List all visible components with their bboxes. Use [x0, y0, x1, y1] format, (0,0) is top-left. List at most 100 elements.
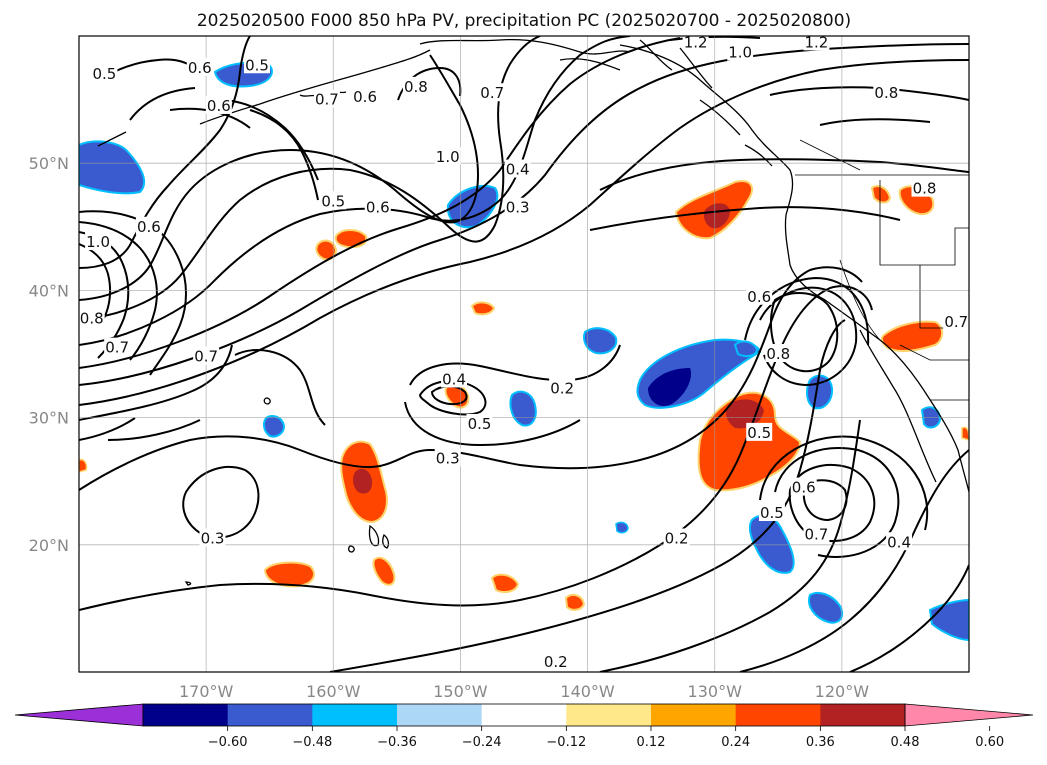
shading-negative-patch	[808, 591, 844, 624]
shading-positive-dark	[353, 468, 373, 494]
contour-label-bg	[758, 503, 785, 521]
colorbar-swatch	[143, 704, 229, 726]
contour-label: 0.6	[792, 479, 816, 497]
contour-label: 0.8	[913, 180, 937, 198]
lat-tick-label: 50°N	[29, 154, 69, 173]
shading-negative-patch	[79, 140, 146, 195]
contour-label-bg	[244, 55, 270, 74]
contour-label-bg	[434, 146, 461, 165]
shading-positive-patch	[372, 556, 396, 586]
colorbar-swatch	[651, 704, 737, 726]
colorbar-swatch	[820, 704, 906, 726]
colorbar-tick-label: 0.48	[891, 735, 920, 750]
contour-label: 0.7	[105, 339, 129, 357]
shading-positive-patch	[870, 185, 892, 204]
colorbar-tick-label: 0.24	[721, 735, 750, 750]
contour-label-bg	[434, 448, 461, 467]
contour-label-bg	[746, 422, 773, 441]
contour-label: 0.8	[766, 345, 790, 363]
contour-label: 0.3	[506, 199, 530, 217]
colorbar-swatch	[566, 704, 652, 726]
contour-label: 0.5	[321, 192, 345, 210]
contour-label: 0.2	[550, 379, 574, 397]
lon-tick-label: 160°W	[306, 682, 361, 701]
colorbar-swatch	[312, 704, 398, 726]
contour-label: 0.3	[436, 449, 460, 467]
shading-positive-dark	[726, 399, 764, 429]
contour-label-bg	[504, 159, 531, 178]
contour-label-bg	[199, 528, 226, 547]
contour-label-bg	[790, 477, 817, 496]
colorbar-swatch	[227, 704, 313, 726]
contour-label-bg	[886, 532, 913, 551]
latitude-tick-labels: 20°N 30°N 40°N 50°N	[29, 154, 69, 555]
colorbar-tick-label: −0.48	[292, 735, 332, 750]
contour-label-bg	[193, 346, 220, 365]
shading-negative-patch	[615, 521, 629, 534]
contour-label-bg	[682, 36, 709, 51]
contour-label: 1.2	[804, 33, 828, 51]
contour-label: 0.7	[944, 313, 968, 331]
contour-label-bg	[727, 42, 754, 61]
lon-tick-label: 170°W	[179, 682, 234, 701]
contour-label-bg	[79, 308, 105, 327]
shading-positive-patch	[490, 573, 520, 593]
contour-labels: 0.5 0.6 0.50.6 0.7 0.60.8 0.71.21.01.20.81.00…	[79, 33, 969, 671]
contour-label: 0.7	[194, 348, 218, 366]
contour-label: 1.0	[86, 233, 110, 251]
lat-tick-label: 40°N	[29, 281, 69, 300]
lat-tick-label: 30°N	[29, 409, 69, 428]
contour-label-bg	[765, 344, 792, 362]
contour-label-bg	[104, 337, 131, 356]
contour-label: 0.5	[760, 504, 784, 522]
contour-label-bg	[320, 191, 347, 210]
shading-negative-patch	[583, 327, 618, 355]
contour-label: 0.2	[544, 653, 568, 671]
contour-label-bg	[186, 57, 213, 76]
longitude-tick-labels: 170°W 160°W 150°W 140°W 130°W 120°W	[179, 682, 869, 701]
lon-tick-label: 120°W	[815, 682, 870, 701]
contour-label: 0.3	[201, 529, 225, 547]
contour-label: 0.6	[747, 288, 771, 306]
contour-label-bg	[542, 651, 569, 670]
colorbar-tick-label: −0.60	[208, 735, 248, 750]
contour-label: 0.6	[137, 218, 161, 236]
contour-label: 1.0	[728, 44, 752, 62]
contour-label-bg	[479, 83, 506, 102]
colorbar-tick-label: 0.60	[975, 735, 1004, 750]
contour-label-bg	[441, 369, 468, 388]
gridlines	[79, 36, 969, 672]
contour-label-bg	[352, 87, 379, 106]
colorbar-tick-label: −0.36	[377, 735, 417, 750]
contour-label: 0.5	[747, 424, 771, 442]
colorbar-swatch	[397, 704, 483, 726]
contour-label: 0.8	[404, 78, 428, 96]
contour-label: 0.8	[874, 84, 898, 102]
contour-label-bg	[549, 378, 576, 397]
precipitation-shading	[79, 61, 969, 642]
map-frame	[78, 35, 970, 673]
contour-label: 0.8	[80, 309, 104, 327]
country-borders	[795, 139, 969, 401]
contour-label: 0.7	[315, 91, 339, 109]
contour-label: 0.4	[887, 533, 911, 551]
shading-negative-patch	[509, 390, 537, 427]
contour-label-bg	[85, 232, 112, 251]
shading-positive-patch	[470, 301, 496, 316]
contour-label: 0.6	[366, 199, 390, 217]
shading-positive-dark	[703, 203, 730, 229]
contour-label: 0.5	[92, 65, 116, 83]
contour-label: 0.7	[804, 526, 828, 544]
contour-label: 0.6	[188, 59, 212, 77]
lat-tick-label: 20°N	[29, 536, 69, 555]
contour-label-bg	[313, 89, 340, 108]
contour-label-bg	[746, 286, 773, 305]
contour-label-bg	[803, 524, 830, 543]
contour-label-bg	[803, 36, 830, 51]
colorbar: −0.60 −0.48 −0.36 −0.24 −0.12 0.12 0.24 0.36 0.4…	[14, 703, 1034, 750]
contour-label-bg	[943, 312, 969, 331]
colorbar-tick-label: −0.24	[462, 735, 502, 750]
shading-positive-patch	[564, 593, 586, 611]
colorbar-tick-label: 0.36	[806, 735, 835, 750]
